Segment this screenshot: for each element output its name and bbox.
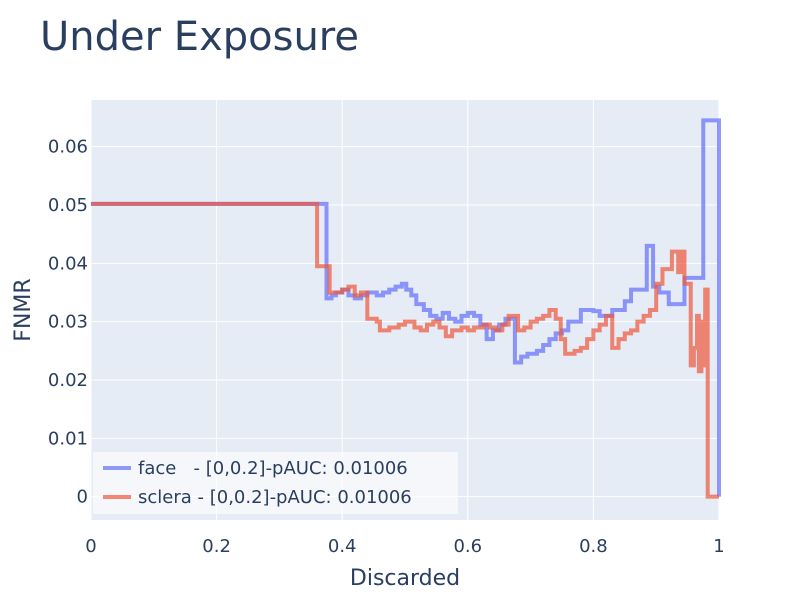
x-tick-label: 0.8 (579, 536, 608, 557)
x-tick-label: 0.4 (328, 536, 357, 557)
legend-label-1: sclera - [0,0.2]-pAUC: 0.01006 (138, 487, 412, 508)
y-tick-label: 0.06 (48, 137, 88, 158)
legend-box (93, 452, 458, 514)
legend-label-0: face - [0,0.2]-pAUC: 0.01006 (138, 458, 408, 479)
series-line-1 (91, 201, 719, 499)
legend[interactable]: face - [0,0.2]-pAUC: 0.01006 sclera - [0,… (93, 452, 458, 514)
y-tick-label: 0 (77, 487, 88, 508)
x-tick-label: 0 (85, 536, 96, 557)
y-tick-labels: 0 0.01 0.02 0.03 0.04 0.05 0.06 (48, 137, 88, 508)
y-axis-label: FNMR (11, 278, 36, 341)
x-tick-label: 1 (713, 536, 724, 557)
series-lines (91, 118, 721, 499)
series-line-0 (91, 118, 721, 497)
y-tick-label: 0.05 (48, 195, 88, 216)
x-tick-label: 0.2 (202, 536, 231, 557)
chart-title: Under Exposure (40, 14, 359, 60)
x-tick-label: 0.6 (453, 536, 482, 557)
y-tick-label: 0.04 (48, 253, 88, 274)
y-tick-label: 0.02 (48, 370, 88, 391)
y-tick-label: 0.03 (48, 312, 88, 333)
x-axis-label: Discarded (350, 566, 460, 591)
y-tick-label: 0.01 (48, 428, 88, 449)
x-tick-labels: 0 0.2 0.4 0.6 0.8 1 (85, 536, 724, 557)
